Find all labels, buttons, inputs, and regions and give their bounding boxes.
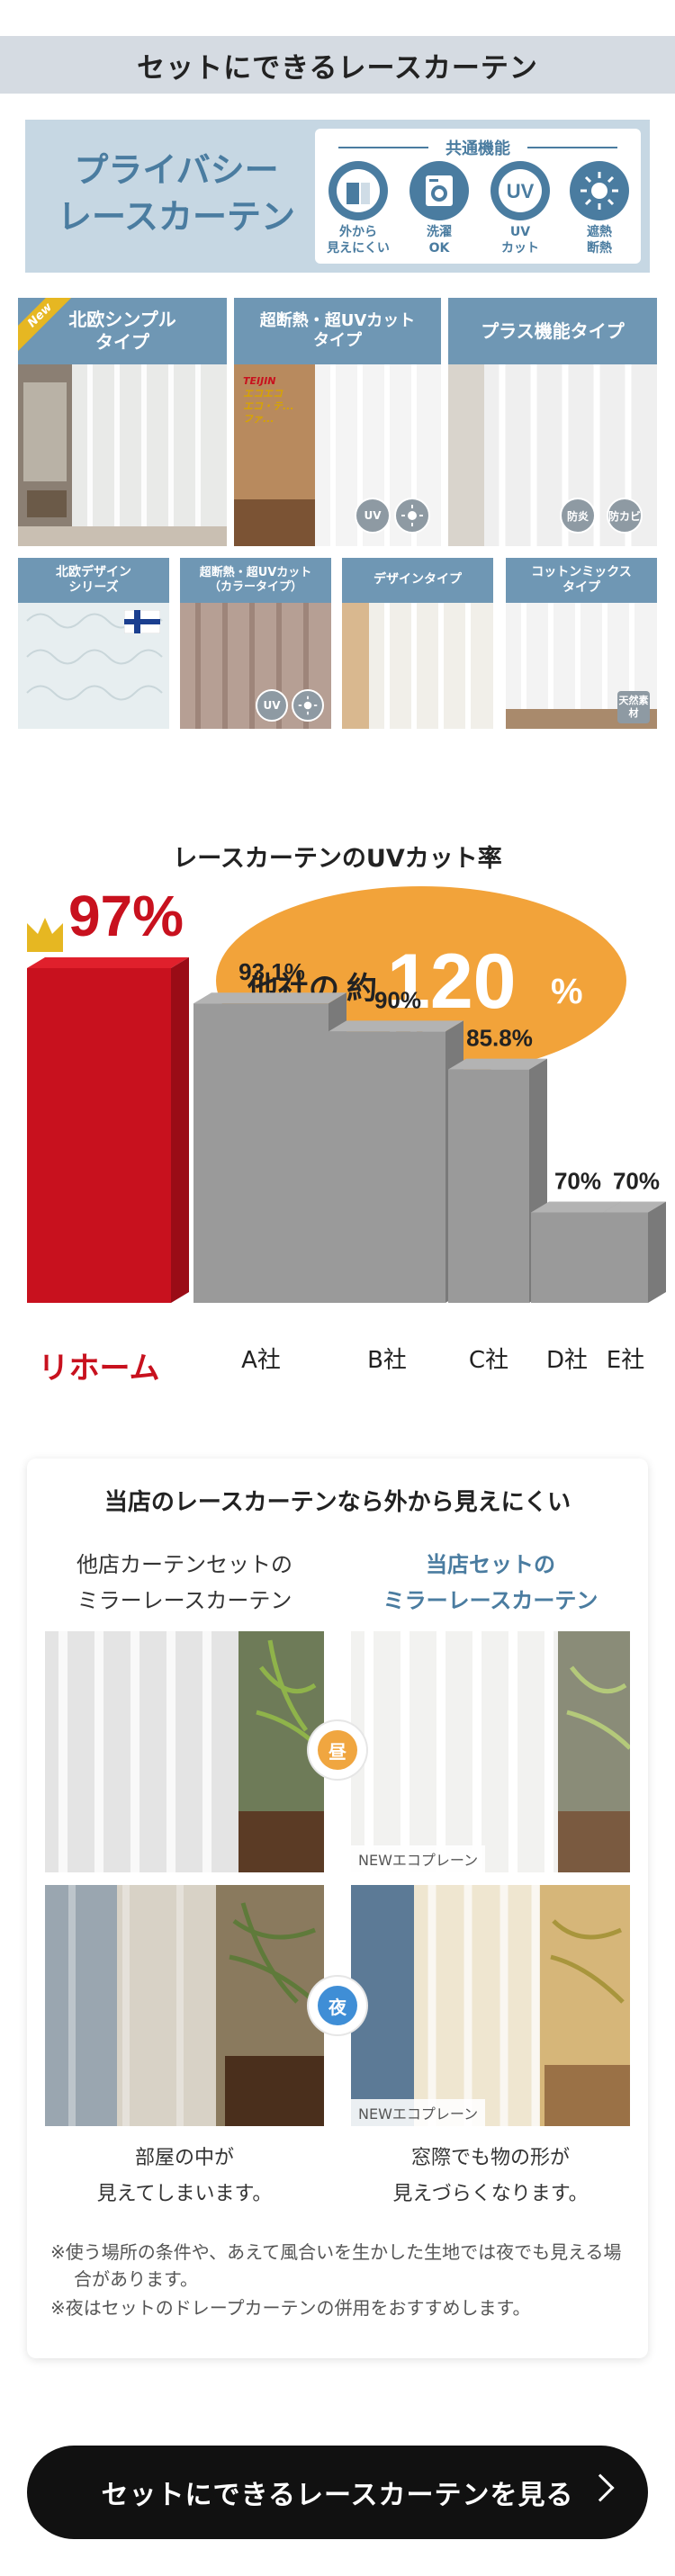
feature-label: UV カット (501, 225, 539, 256)
feature-uv-cut: UV UV カット (482, 161, 558, 256)
product-caption: NEWエコプレーン (351, 1845, 486, 1872)
chart-title: レースカーテンのUVカット率 (173, 845, 502, 873)
night-icon: 夜 (318, 1986, 357, 2025)
day-icon: 昼 (318, 1730, 357, 1770)
our-store-result: 窓際でも物の形が 見えづらくなります。 (392, 2147, 589, 2205)
feature-label: 洗濯 OK (427, 225, 452, 256)
view-lace-curtains-button[interactable]: セットにできるレースカーテンを見る (27, 2446, 648, 2539)
chart-value-label: 97% (68, 884, 184, 948)
privacy-title: プライバシー レースカーテン (41, 147, 311, 240)
feature-label: 遮熱 断熱 (587, 225, 612, 256)
tile-cotton-mix[interactable]: コットンミックス タイプ 天然素材 (506, 558, 657, 729)
finland-flag (124, 610, 160, 633)
natural-material-icon: 天然素材 (617, 691, 650, 723)
sun-icon (570, 161, 629, 220)
section-title: セットにできるレースカーテン (137, 51, 538, 85)
our-store-day-photo: NEWエコプレーン (351, 1631, 630, 1872)
brand-line: ファ... (243, 413, 274, 425)
comparison-title: 当店のレースカーテンなら外から見えにくい (104, 1489, 572, 1516)
uv-icon: UV (490, 161, 550, 220)
uv-icon: UV (256, 689, 288, 722)
privacy-title-line2: レースカーテン (57, 197, 296, 237)
feature-washable: 洗濯 OK (401, 161, 477, 256)
tile-label: デザインタイプ (342, 558, 493, 603)
chart-category-label: D社 (546, 1347, 588, 1374)
tile-label: プラス機能タイプ (448, 298, 657, 364)
crown-icon (27, 918, 63, 952)
uv-cut-chart: 他社の 約 120 % UP 97%リホーム93.1%A社90%B社85.8%C… (27, 884, 666, 1387)
cta-label: セットにできるレースカーテンを見る (101, 2480, 574, 2511)
chart-value-label: 85.8% (466, 1025, 533, 1052)
brand-line: エコ・テ... (243, 400, 294, 412)
feature-privacy: 外から 見えにくい (320, 161, 396, 256)
sun-icon (292, 689, 324, 722)
tile-label: 超断熱・超UVカット タイプ (234, 298, 441, 364)
section-header: セットにできるレースカーテン (0, 36, 675, 94)
chart-value-label: 93.1% (238, 958, 305, 985)
chart-bar (27, 957, 189, 1303)
privacy-banner: プライバシー レースカーテン 共通機能 外から 見えにくい 洗濯 OK UV U… (25, 120, 650, 273)
lace-curtain-photo (18, 364, 227, 546)
washing-machine-icon (410, 161, 469, 220)
our-store-heading: 当店セットの ミラーレースカーテン (382, 1552, 598, 1613)
chart-category-label: E社 (607, 1347, 644, 1374)
other-store-day-photo (45, 1631, 324, 1872)
chart-category-label: リホーム (39, 1351, 160, 1387)
other-store-heading: 他店カーテンセットの ミラーレースカーテン (76, 1552, 292, 1613)
tile-nordic-design[interactable]: 北欧デザイン シリーズ (18, 558, 169, 729)
brand-line: TEIJIN (243, 375, 276, 387)
callout-value: 120 (387, 938, 517, 1025)
chart-value-label: 90% (374, 986, 421, 1013)
eye-hidden-icon (328, 161, 388, 220)
other-store-result: 部屋の中が 見えてしまいます。 (96, 2147, 273, 2205)
chart-bar (328, 1020, 464, 1303)
tile-plus-function[interactable]: プラス機能タイプ 防炎 防カビ (448, 298, 657, 546)
callout-unit: % (551, 972, 583, 1011)
note: ※夜はセットのドレープカーテンの併用をおすすめします。 (50, 2297, 531, 2319)
new-badge-text: New (18, 298, 72, 351)
tile-label: 超断熱・超UVカット （カラータイプ） (180, 558, 331, 603)
privacy-title-line1: プライバシー (74, 150, 279, 190)
brand-mark: TEIJIN エコエコ エコ・テ... ファ... (243, 375, 294, 426)
brand-line: エコエコ (243, 388, 283, 399)
callout-approx: 約 (346, 972, 377, 1006)
tile-design-type[interactable]: デザインタイプ (342, 558, 493, 729)
lace-curtain-photo (342, 603, 493, 729)
note: ※使う場所の条件や、あえて風合いを生かした生地では夜でも見える場合があります。 (50, 2241, 622, 2290)
chart-category-label: B社 (367, 1347, 407, 1374)
new-badge: New (18, 298, 72, 352)
other-store-night-photo (45, 1885, 324, 2126)
chart-value-label: 70% (613, 1167, 660, 1194)
flame-retardant-icon: 防炎 (560, 498, 596, 534)
our-store-night-photo: NEWエコプレーン (351, 1885, 630, 2126)
common-features-box: 共通機能 外から 見えにくい 洗濯 OK UV UV カット 遮熱 断熱 (315, 129, 641, 264)
chevron-right-icon (586, 2473, 615, 2502)
common-features-heading: 共通機能 (315, 136, 641, 159)
chart-bar (603, 1201, 666, 1303)
chart-category-label: A社 (241, 1347, 281, 1374)
tile-label: コットンミックス タイプ (506, 558, 657, 603)
tile-super-insulation-color[interactable]: 超断熱・超UVカット （カラータイプ） UV (180, 558, 331, 729)
tile-super-insulation[interactable]: 超断熱・超UVカット タイプ TEIJIN エコエコ エコ・テ... ファ...… (234, 298, 441, 546)
chart-value-label: 70% (554, 1167, 601, 1194)
anti-mold-icon: 防カビ (607, 498, 643, 534)
feature-label: 外から 見えにくい (327, 225, 390, 256)
tile-label: 北欧デザイン シリーズ (18, 558, 169, 603)
sun-icon (394, 498, 430, 534)
uv-icon: UV (355, 498, 391, 534)
night-badge: 夜 (309, 1977, 366, 2034)
comparison-card: 当店のレースカーテンなら外から見えにくい 他店カーテンセットの ミラーレースカー… (27, 1459, 648, 2358)
chart-bar (194, 992, 346, 1303)
lace-curtain-photo (234, 364, 441, 546)
product-caption: NEWエコプレーン (351, 2099, 486, 2126)
feature-heat-insulation: 遮熱 断熱 (562, 161, 637, 256)
chart-category-label: C社 (469, 1347, 508, 1374)
uv-icon-text: UV (507, 180, 535, 202)
day-badge: 昼 (309, 1721, 366, 1779)
